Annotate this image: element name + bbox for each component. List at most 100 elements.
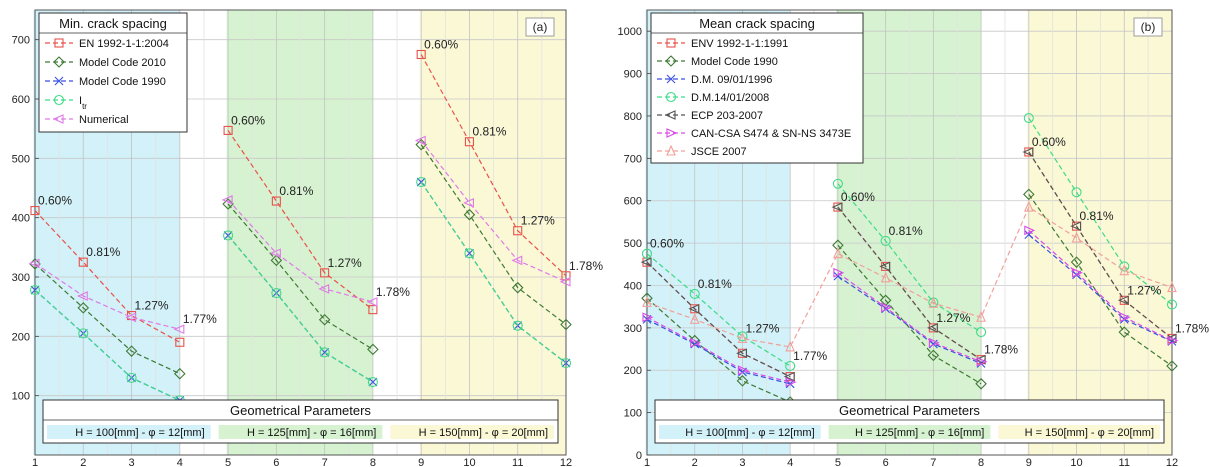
percent-annotation: 0.60%: [1032, 135, 1066, 149]
data-point: [975, 378, 987, 390]
percent-annotation: 0.60%: [650, 237, 684, 251]
y-tick-label: 700: [624, 153, 642, 165]
data-point: [833, 247, 843, 259]
data-point: [28, 258, 40, 269]
data-point: [1023, 113, 1034, 124]
band-3: [419, 10, 566, 455]
x-tick-label: 5: [835, 457, 841, 467]
percent-annotation: 0.81%: [279, 184, 313, 198]
series-6: [642, 200, 1177, 352]
series-line: [1028, 151, 1173, 339]
legend-entry: Model Code 1990: [79, 76, 166, 88]
legend-entry: ENV 1992-1-1:1991: [691, 38, 788, 50]
legend-swatch-marker: [666, 144, 676, 156]
percent-annotation: 1.78%: [984, 343, 1018, 357]
data-point: [976, 310, 986, 322]
data-point: [29, 285, 41, 296]
data-point: [1118, 326, 1131, 338]
data-point: [126, 372, 137, 383]
data-point: [1117, 295, 1129, 306]
data-point: [223, 125, 233, 135]
band-2: [226, 10, 373, 455]
data-point: [271, 287, 282, 299]
series-line: [420, 54, 567, 277]
data-point: [511, 281, 524, 294]
legend-swatch-marker: [666, 128, 678, 138]
data-point: [222, 198, 234, 210]
data-point: [1024, 225, 1036, 236]
legend-entry: EN 1992-1-1:2004: [79, 38, 169, 50]
legend-entry: JSCE 2007: [691, 146, 747, 158]
data-point: [640, 257, 652, 268]
data-point: [689, 313, 700, 324]
geometry-box: Geometrical Parameters H = 100[mm] - φ = …: [42, 399, 559, 444]
data-point: [1167, 335, 1179, 346]
series-line: [1028, 229, 1173, 342]
x-tick-label: 10: [1070, 457, 1082, 467]
data-point: [1071, 267, 1083, 278]
percent-annotation: 1.78%: [569, 259, 603, 273]
geometry-label: H = 150[mm] - φ = 20[mm]: [1025, 427, 1154, 439]
data-point: [366, 297, 378, 307]
legend-entry: Numerical: [79, 114, 129, 126]
data-point: [125, 312, 137, 323]
legend-entry: Model Code 1990: [691, 56, 778, 68]
data-point: [1071, 231, 1082, 243]
x-tick-label: 7: [930, 457, 936, 467]
y-tick-label: 200: [12, 331, 30, 343]
percent-annotation: 1.27%: [328, 256, 362, 270]
data-point: [416, 177, 427, 188]
legend-swatch-marker: [52, 114, 64, 124]
data-point: [1165, 333, 1177, 344]
series-line: [837, 183, 982, 333]
data-point: [78, 257, 88, 267]
data-point: [368, 305, 378, 315]
y-tick-label: 500: [624, 238, 642, 250]
geometry-swatch: [998, 425, 1160, 439]
geometry-label: H = 100[mm] - φ = 12[mm]: [75, 427, 204, 439]
legend-swatch-marker: [666, 38, 676, 48]
x-tick-label: 9: [418, 457, 424, 467]
percent-annotation: 1.78%: [376, 285, 410, 299]
x-tick-label: 12: [560, 457, 572, 467]
data-point: [1167, 281, 1177, 293]
geometry-label: H = 100[mm] - φ = 12[mm]: [685, 427, 814, 439]
data-point: [785, 377, 797, 387]
data-point: [1166, 299, 1178, 310]
legend-entry: D.M. 09/01/1996: [691, 74, 772, 86]
x-tick-label: 1: [32, 457, 38, 467]
legend-swatch-marker: [54, 76, 64, 86]
data-point: [976, 327, 987, 338]
y-tick-label: 700: [12, 35, 30, 47]
data-point: [736, 348, 748, 359]
data-point: [1119, 261, 1130, 272]
series-1: [641, 188, 1178, 408]
x-tick-label: 8: [370, 457, 376, 467]
series-line: [646, 316, 791, 383]
data-point: [1070, 221, 1082, 231]
percent-annotation: 1.27%: [521, 214, 555, 228]
data-point: [367, 343, 379, 356]
percent-annotation: 0.81%: [1080, 209, 1114, 223]
data-point: [465, 248, 474, 258]
x-tick-label: 3: [128, 457, 134, 467]
percent-annotation: 1.27%: [936, 311, 970, 325]
y-tick-label: 0: [636, 450, 642, 462]
geometry-swatch: [47, 425, 211, 439]
y-tick-label: 800: [624, 111, 642, 123]
y-tick-label: 400: [624, 280, 642, 292]
x-tick-label: 11: [1119, 457, 1130, 467]
geometry-swatch: [828, 425, 991, 439]
data-point: [511, 255, 523, 266]
series-line: [420, 144, 567, 325]
y-tick-label: 100: [12, 391, 30, 403]
legend-swatch-marker: [54, 38, 64, 48]
data-point: [221, 195, 233, 205]
series-line: [1028, 194, 1173, 367]
data-point: [641, 248, 653, 259]
y-tick-label: 200: [624, 365, 642, 377]
data-point: [880, 235, 891, 247]
y-tick-label: 500: [12, 153, 30, 165]
series-line: [227, 235, 374, 383]
legend-title: Mean crack spacing: [699, 16, 815, 31]
